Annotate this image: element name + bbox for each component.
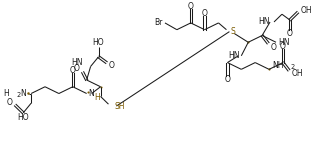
Text: HN: HN (228, 51, 239, 60)
Text: N: N (20, 89, 26, 98)
Text: O: O (70, 66, 76, 75)
Text: OH: OH (292, 69, 304, 78)
Text: 2: 2 (16, 92, 20, 98)
Text: O: O (224, 74, 230, 84)
Text: O: O (74, 64, 80, 73)
Text: H: H (95, 93, 100, 102)
Text: O: O (109, 61, 114, 70)
Text: NH: NH (272, 61, 284, 70)
Text: N: N (89, 89, 94, 98)
Text: HN: HN (258, 18, 270, 26)
Text: H: H (4, 89, 9, 98)
Text: O: O (280, 42, 286, 51)
Text: O: O (287, 29, 293, 38)
Text: HO: HO (93, 38, 104, 47)
Text: HN: HN (71, 58, 83, 67)
Text: HO: HO (17, 113, 29, 122)
Text: O: O (202, 9, 208, 18)
Text: SH: SH (114, 102, 125, 111)
Text: Br: Br (155, 18, 163, 27)
Text: O: O (6, 98, 12, 107)
Text: 2: 2 (290, 64, 294, 70)
Text: O: O (188, 2, 194, 11)
Text: O: O (271, 43, 277, 52)
Text: OH: OH (301, 6, 312, 15)
Text: HN: HN (278, 38, 289, 47)
Text: S: S (230, 27, 235, 36)
